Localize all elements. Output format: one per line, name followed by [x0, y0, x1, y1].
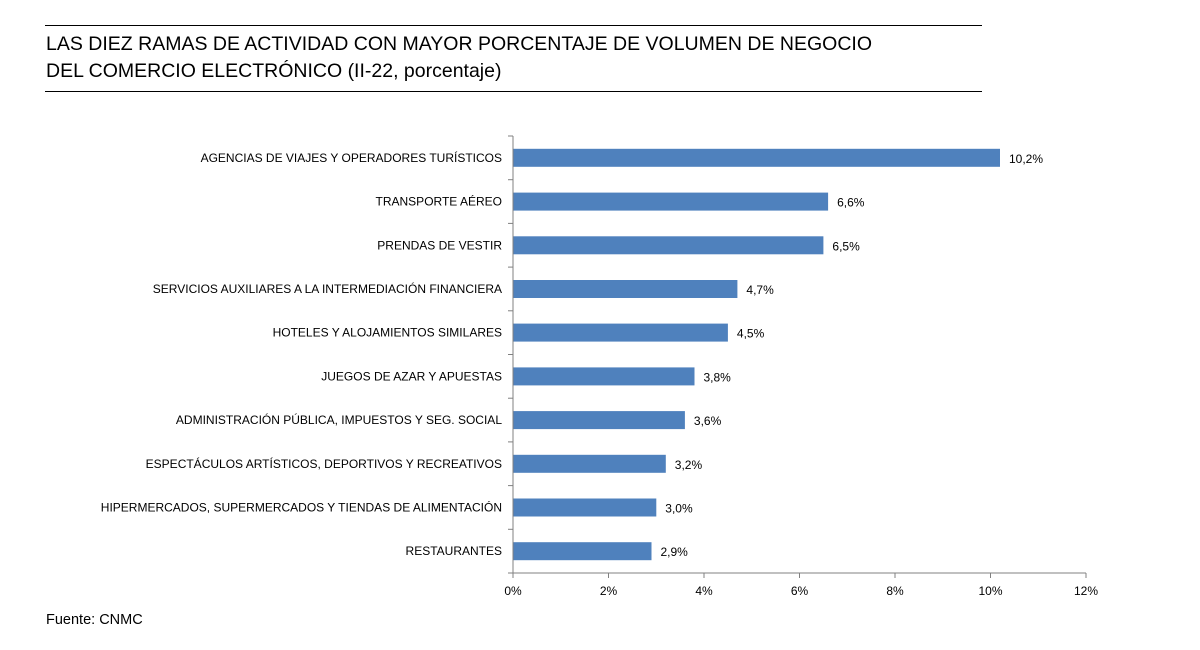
title-top-rule: [45, 25, 982, 26]
chart-title-line-1: LAS DIEZ RAMAS DE ACTIVIDAD CON MAYOR PO…: [46, 33, 872, 55]
x-tick-label-1: 2%: [600, 584, 618, 598]
bar-1: [513, 148, 1000, 167]
bar-2: [513, 192, 829, 211]
chart-title-line-2: DEL COMERCIO ELECTRÓNICO (II-22, porcent…: [46, 60, 502, 82]
value-label-10: 2,9%: [661, 545, 689, 559]
category-label-10: RESTAURANTES: [406, 544, 502, 558]
category-label-8: ESPECTÁCULOS ARTÍSTICOS, DEPORTIVOS Y RE…: [146, 456, 502, 471]
category-label-4: SERVICIOS AUXILIARES A LA INTERMEDIACIÓN…: [153, 281, 502, 296]
bar-5: [513, 323, 728, 342]
value-label-2: 6,6%: [837, 196, 865, 210]
category-label-5: HOTELES Y ALOJAMIENTOS SIMILARES: [273, 326, 502, 340]
bar-4: [513, 280, 738, 298]
x-tick-label-0: 0%: [504, 584, 522, 598]
bar-3: [513, 236, 824, 255]
category-label-1: AGENCIAS DE VIAJES Y OPERADORES TURÍSTIC…: [201, 150, 502, 165]
bar-10: [513, 542, 652, 561]
category-label-2: TRANSPORTE AÉREO: [376, 194, 502, 209]
value-label-1: 10,2%: [1009, 152, 1043, 166]
chart-title: LAS DIEZ RAMAS DE ACTIVIDAD CON MAYOR PO…: [46, 31, 1006, 85]
value-label-4: 4,7%: [746, 283, 774, 297]
value-label-6: 3,8%: [704, 370, 732, 384]
bar-7: [513, 411, 685, 430]
x-tick-label-4: 8%: [886, 584, 904, 598]
category-label-6: JUEGOS DE AZAR Y APUESTAS: [321, 369, 502, 383]
value-label-9: 3,0%: [665, 502, 693, 516]
title-bottom-rule: [45, 91, 982, 92]
bar-8: [513, 454, 666, 473]
x-tick-label-6: 12%: [1074, 584, 1098, 598]
bar-6: [513, 367, 695, 386]
value-label-5: 4,5%: [737, 327, 765, 341]
value-label-7: 3,6%: [694, 414, 722, 428]
source-note: Fuente: CNMC: [46, 612, 143, 628]
bar-9: [513, 498, 657, 517]
x-tick-label-2: 4%: [695, 584, 713, 598]
x-tick-label-5: 10%: [978, 584, 1002, 598]
category-label-3: PRENDAS DE VESTIR: [377, 238, 502, 252]
value-label-3: 6,5%: [832, 239, 860, 253]
category-label-7: ADMINISTRACIÓN PÚBLICA, IMPUESTOS Y SEG.…: [176, 412, 502, 427]
category-label-9: HIPERMERCADOS, SUPERMERCADOS Y TIENDAS D…: [101, 500, 502, 515]
x-tick-label-3: 6%: [791, 584, 809, 598]
value-label-8: 3,2%: [675, 458, 703, 472]
